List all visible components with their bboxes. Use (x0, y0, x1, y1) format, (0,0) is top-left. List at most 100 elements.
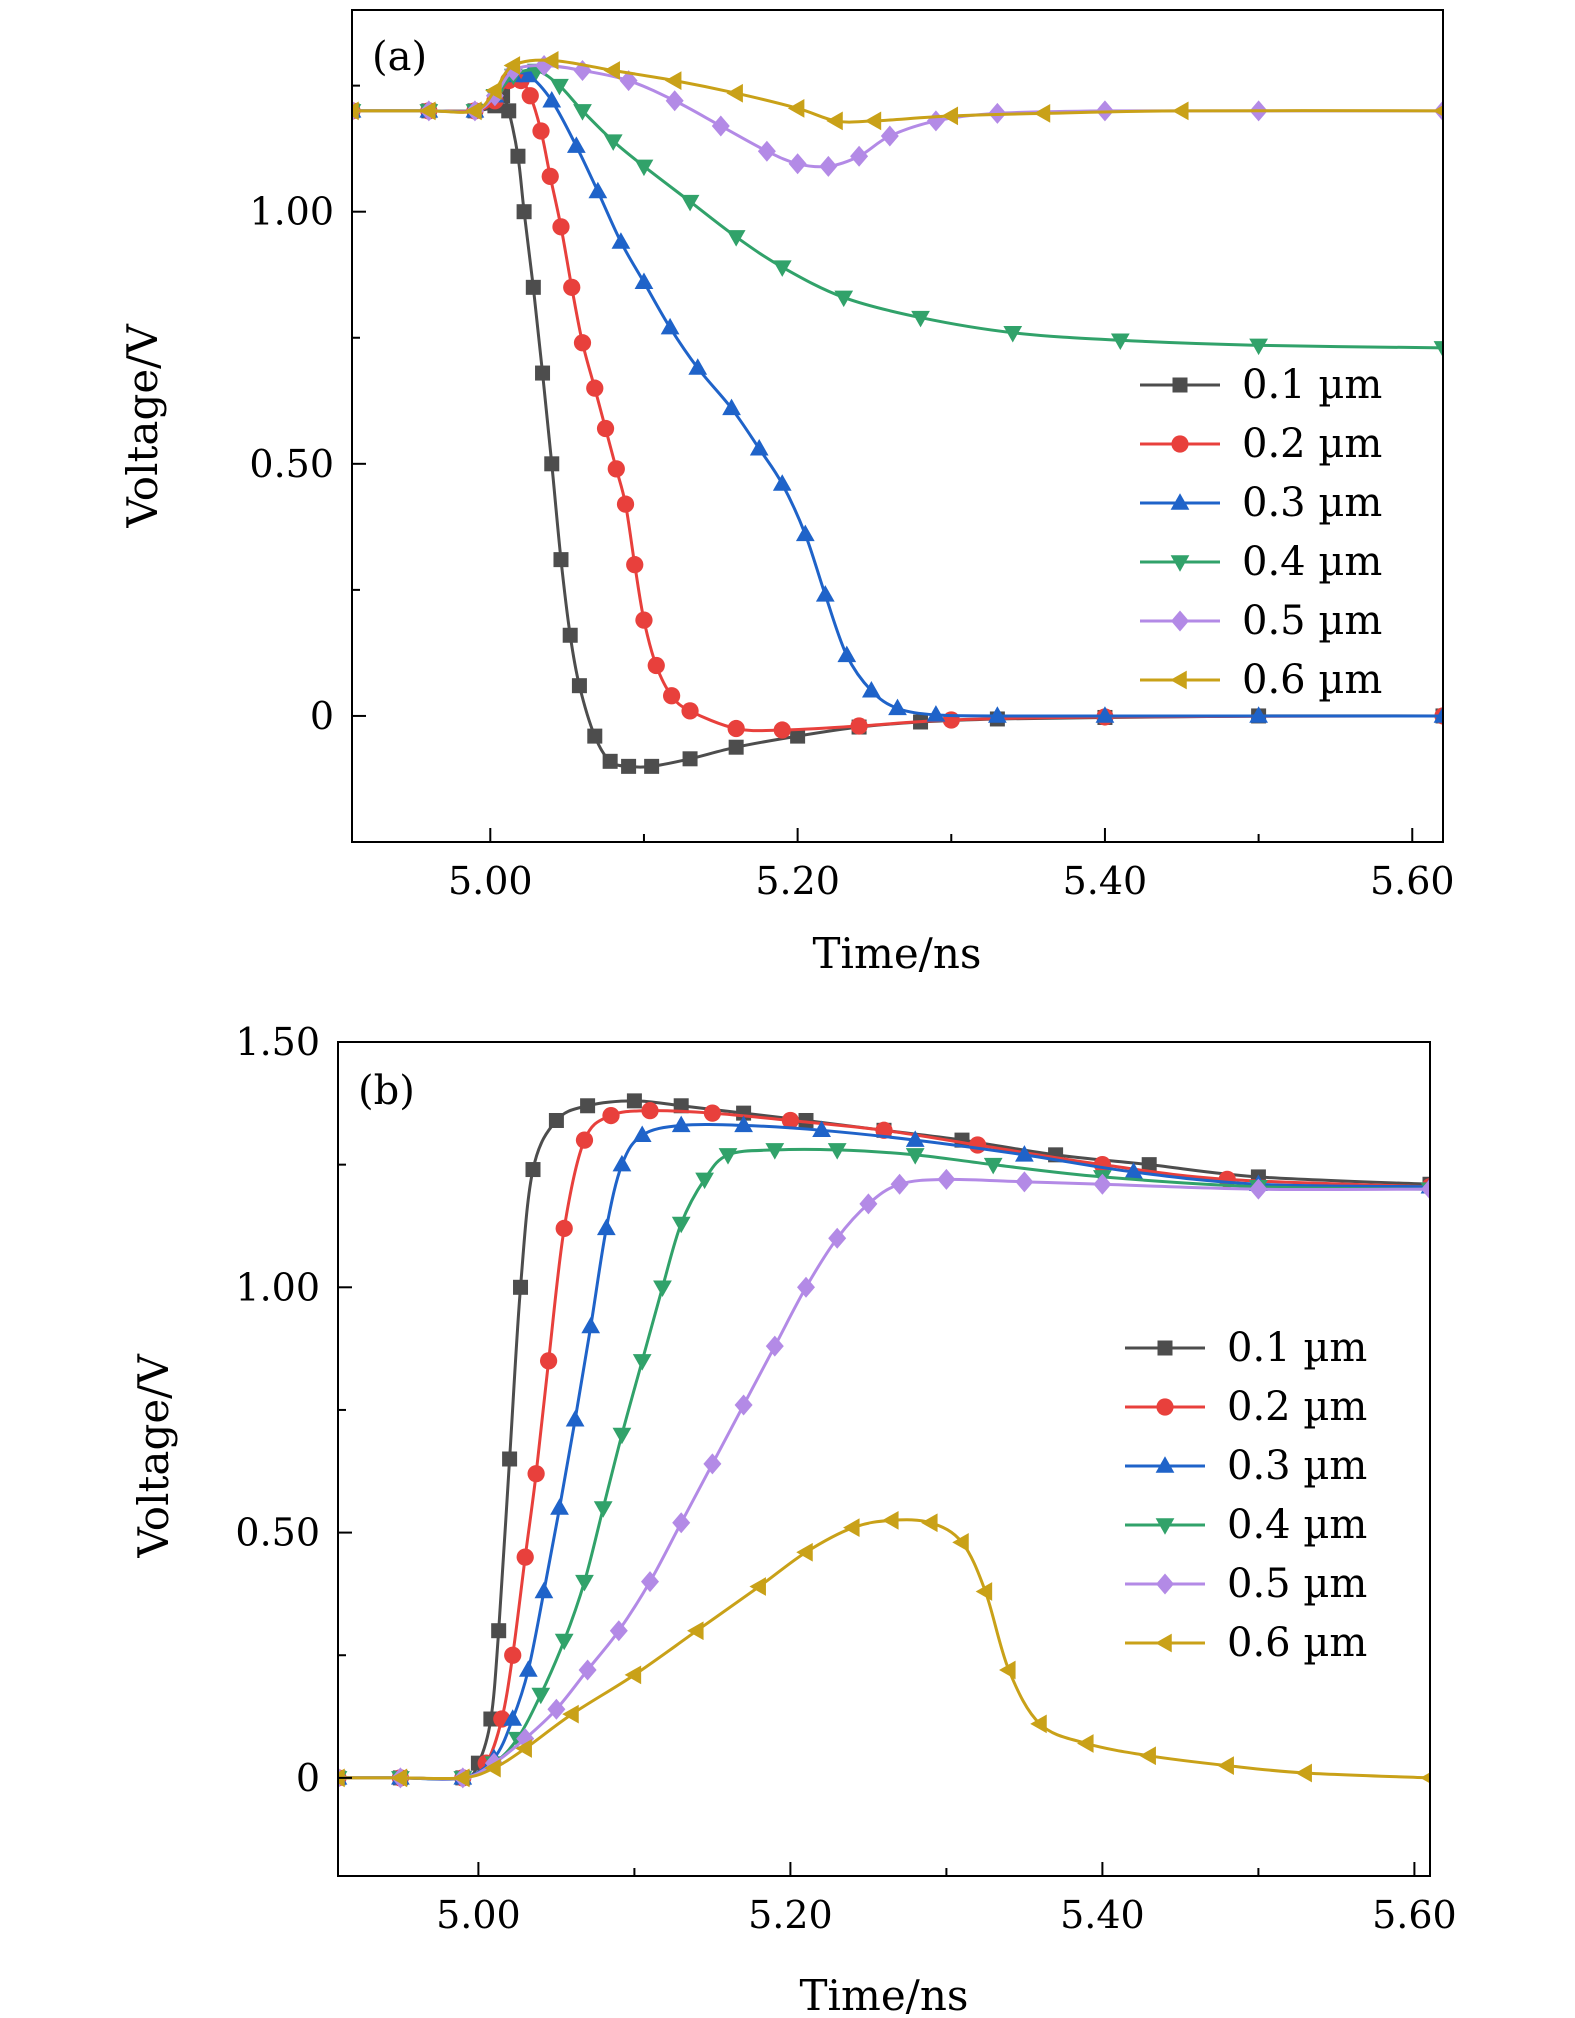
data-point (687, 1621, 704, 1641)
x-tick-label: 5.00 (448, 859, 533, 903)
legend-item-0-3-m: 0.3 µm (1140, 480, 1382, 526)
data-point (619, 70, 638, 92)
data-point (727, 719, 745, 738)
data-point (534, 1581, 554, 1599)
data-point (550, 78, 569, 96)
data-point (607, 460, 625, 478)
data-point (1421, 1178, 1430, 1200)
data-point (664, 71, 682, 90)
data-point (521, 87, 539, 105)
y-tick-label: 0 (310, 694, 334, 738)
data-point (603, 134, 623, 151)
data-point (602, 753, 618, 769)
data-point (968, 1136, 987, 1154)
data-point (571, 678, 587, 694)
data-point (837, 645, 857, 663)
data-point (790, 728, 806, 744)
data-point (484, 1758, 501, 1778)
data-point (542, 91, 562, 108)
data-point (525, 1162, 541, 1178)
data-point (1015, 1145, 1034, 1162)
data-point (1249, 1178, 1268, 1200)
data-point (798, 1112, 814, 1128)
legend-marker (1170, 555, 1190, 572)
data-point (1139, 1746, 1156, 1766)
data-point (734, 1115, 753, 1133)
data-point (562, 1704, 579, 1724)
legend-label: 0.1 µm (1242, 362, 1382, 408)
data-point (502, 1451, 518, 1467)
data-point (596, 419, 615, 438)
data-point (611, 232, 631, 249)
data-point (843, 1518, 860, 1538)
legend-marker (1155, 1518, 1175, 1535)
y-tick-label: 0.50 (235, 1511, 320, 1555)
data-point (588, 181, 608, 199)
data-point (548, 1112, 564, 1128)
data-point (688, 358, 708, 375)
legend-marker (1155, 1456, 1175, 1473)
data-point (781, 1111, 800, 1130)
data-point (516, 1548, 534, 1566)
data-point (671, 1115, 691, 1133)
data-point (581, 1316, 601, 1334)
data-point (734, 1394, 753, 1416)
panel-label-a: (a) (372, 34, 427, 80)
y-tick-label: 0 (296, 1756, 320, 1800)
data-point (632, 1125, 652, 1142)
data-point (911, 310, 930, 328)
data-point (711, 115, 730, 137)
series-0-1-m (338, 1093, 1430, 1786)
data-point (554, 1633, 574, 1651)
x-axis-title-b: Time/ns (800, 1971, 969, 2018)
data-point (491, 1623, 507, 1639)
data-point (465, 101, 482, 121)
data-point (525, 279, 541, 295)
data-point (787, 98, 805, 118)
data-point (757, 140, 776, 162)
legend-item-0-6-m: 0.6 µm (1125, 1620, 1367, 1666)
data-point (672, 1512, 691, 1534)
data-point (504, 1646, 522, 1664)
data-point (749, 438, 769, 456)
legend-marker (1156, 1398, 1174, 1416)
legend-marker (1170, 493, 1190, 510)
data-point (542, 51, 559, 70)
data-point (644, 758, 660, 774)
legend-label: 0.6 µm (1227, 1620, 1367, 1666)
data-point (518, 1660, 538, 1677)
legend-label: 0.3 µm (1227, 1443, 1367, 1489)
data-point (819, 155, 838, 177)
data-point (1124, 1162, 1143, 1179)
chart-panel-a: 5.00 5.20 5.40 5.60 0 0.50 1.00 (a) Time/ns Vo… (118, 9, 1455, 978)
data-point (516, 204, 532, 220)
data-point (1217, 1756, 1234, 1775)
data-point (626, 1093, 642, 1109)
data-point (796, 1542, 813, 1562)
data-point (673, 1098, 689, 1114)
data-point (826, 111, 843, 131)
data-point (575, 1131, 594, 1149)
data-point (905, 1130, 925, 1147)
legend-label: 0.1 µm (1227, 1325, 1367, 1371)
x-tick-label: 5.20 (748, 1893, 833, 1937)
legend-item-0-1-m: 0.1 µm (1125, 1325, 1367, 1371)
data-point (1433, 105, 1443, 117)
y-axis-title-a: Voltage/V (118, 324, 167, 529)
plot-frame-a (351, 9, 1444, 843)
series-line (338, 1099, 1430, 1781)
data-point (593, 1501, 613, 1518)
x-tick-label: 5.20 (755, 859, 840, 903)
data-point (612, 1427, 632, 1445)
legend-item-0-3-m: 0.3 µm (1125, 1443, 1367, 1489)
data-point (603, 61, 620, 80)
data-point (519, 65, 539, 83)
series-layer-b (338, 1093, 1430, 1789)
data-point (575, 1574, 594, 1592)
series-0-6-m (352, 51, 1443, 131)
data-point (562, 627, 578, 643)
data-point (975, 1582, 993, 1601)
data-point (555, 1219, 573, 1238)
legend-b: 0.1 µm 0.2 µm 0.3 µm 0.4 µm 0.5 µm 0.6 µm (1125, 1325, 1367, 1666)
legend-label: 0.5 µm (1227, 1561, 1367, 1607)
